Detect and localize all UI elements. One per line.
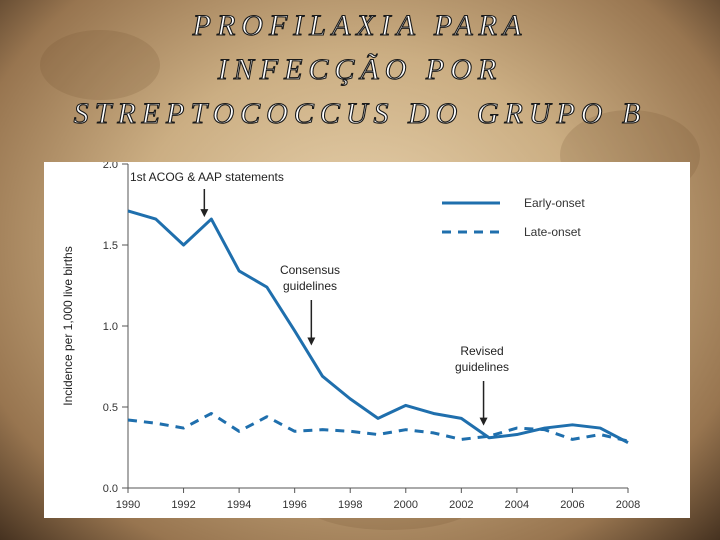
annotation-consensus-label: Consensus	[280, 263, 340, 277]
annotation-acog-arrowhead	[200, 209, 209, 218]
legend-label: Early-onset	[524, 196, 585, 210]
title-line-3: STREPTOCOCCUS DO GRUPO B	[73, 96, 647, 130]
title-line-1: PROFILAXIA PARA	[192, 8, 528, 42]
title-line-2: INFECÇÃO POR	[217, 52, 503, 86]
y-tick-label: 2.0	[103, 162, 118, 171]
y-axis-label: Incidence per 1,000 live births	[61, 246, 75, 405]
annotation-revised-label: Revised	[460, 344, 503, 358]
series-line-early-onset	[127, 209, 629, 444]
slide-title: PROFILAXIA PARA INFECÇÃO POR STREPTOCOCC…	[0, 4, 720, 136]
y-tick-label: 1.0	[103, 321, 118, 333]
annotation-acog-label: 1st ACOG & AAP statements	[130, 170, 284, 184]
x-tick-label: 2000	[394, 499, 418, 511]
x-tick-label: 1998	[338, 499, 362, 511]
x-tick-label: 2006	[560, 499, 584, 511]
legend-label: Late-onset	[524, 225, 581, 239]
x-tick-label: 2008	[616, 499, 640, 511]
y-tick-label: 0.5	[103, 402, 118, 414]
stain-decoration	[40, 30, 160, 100]
y-tick-label: 1.5	[103, 240, 118, 252]
annotation-revised-arrowhead	[479, 417, 488, 426]
y-tick-label: 0.0	[103, 483, 118, 495]
annotation-consensus-arrowhead	[307, 337, 316, 346]
x-tick-label: 2004	[505, 499, 529, 511]
x-tick-label: 1994	[227, 499, 251, 511]
x-tick-label: 1996	[282, 499, 306, 511]
x-tick-label: 1990	[116, 499, 140, 511]
x-tick-label: 2002	[449, 499, 473, 511]
chart-panel: 0.0 0.5 1.0 1.5 2.0 1990 1992 1994 1996 1998 2000 2…	[44, 159, 690, 518]
x-tick-label: 1992	[171, 499, 195, 511]
annotation-consensus-label: guidelines	[283, 279, 337, 293]
annotation-revised-label: guidelines	[455, 360, 509, 374]
incidence-line-chart: 0.0 0.5 1.0 1.5 2.0 1990 1992 1994 1996 1998 2000 2…	[61, 159, 640, 511]
